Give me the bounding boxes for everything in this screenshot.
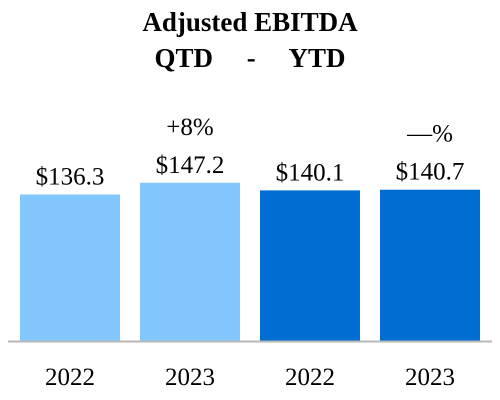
x-tick-label-2: 2023 xyxy=(165,364,215,391)
x-tick-label-3: 2022 xyxy=(285,364,335,391)
change-annotation-2: —% xyxy=(406,121,453,148)
chart-subtitle: QTD - YTD xyxy=(154,43,346,73)
bar-3 xyxy=(260,190,360,341)
bar-1 xyxy=(20,194,120,341)
x-tick-label-1: 2022 xyxy=(45,364,95,391)
chart-title: Adjusted EBITDA xyxy=(142,7,358,37)
value-label-4: $140.7 xyxy=(396,159,465,186)
bar-4 xyxy=(380,189,480,341)
value-label-1: $136.3 xyxy=(36,163,105,190)
x-tick-label-4: 2023 xyxy=(405,364,455,391)
bar-2 xyxy=(140,182,240,341)
value-label-3: $140.1 xyxy=(276,159,345,186)
value-label-2: $147.2 xyxy=(156,152,225,179)
change-annotation-1: +8% xyxy=(166,114,213,141)
